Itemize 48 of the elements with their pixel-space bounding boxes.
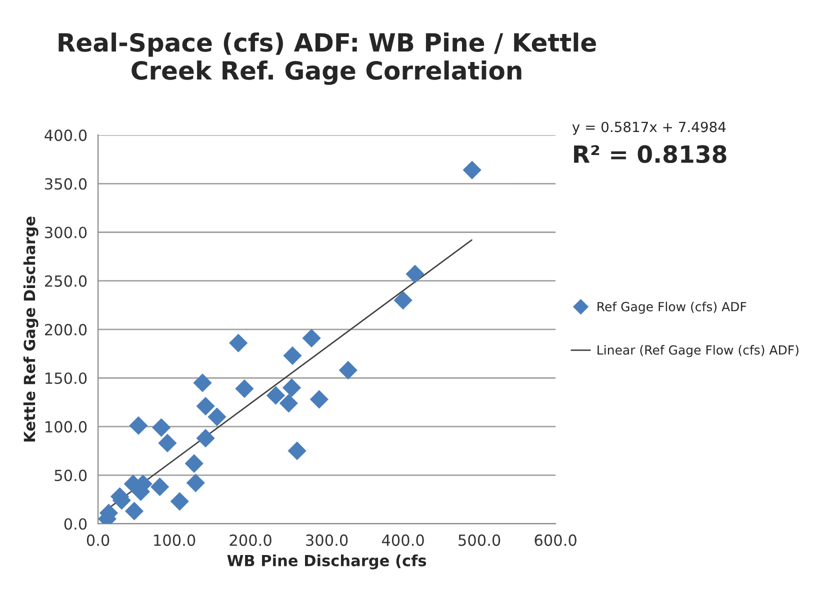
- y-tick-label: 250.0: [45, 275, 87, 287]
- x-tick-label: 0.0: [86, 534, 110, 546]
- point: [310, 390, 328, 409]
- point: [158, 434, 177, 452]
- point: [283, 346, 302, 365]
- point: [462, 160, 482, 180]
- y-tick-label: 50.0: [54, 470, 87, 482]
- x-tick-label: 100.0: [154, 534, 196, 546]
- y-axis-title: Kettle Ref Gage Discharge: [23, 216, 38, 442]
- point: [152, 418, 171, 437]
- point: [196, 428, 215, 448]
- point: [184, 454, 204, 473]
- point: [196, 396, 215, 416]
- point: [186, 474, 205, 492]
- point: [266, 386, 286, 405]
- point: [229, 334, 248, 352]
- point: [338, 360, 358, 380]
- point: [193, 374, 212, 392]
- x-tick-label: 200.0: [230, 534, 272, 546]
- point: [170, 492, 189, 511]
- x-tick-label: 400.0: [382, 534, 424, 546]
- y-tick-label: 100.0: [46, 421, 87, 433]
- point: [208, 408, 226, 426]
- point: [288, 442, 306, 460]
- point: [150, 478, 170, 496]
- text: R² = 0.8138: [574, 145, 726, 164]
- point: [394, 290, 412, 310]
- point: [406, 264, 424, 284]
- y-tick-label: 0.0: [64, 518, 87, 530]
- x-axis-title: WB Pine Discharge (cfs: [227, 554, 426, 570]
- chart-title: Real-Space (cfs) ADF: WB Pine / Kettle Creek Ref. Gage Correlation: [58, 32, 596, 85]
- point: [279, 394, 298, 413]
- text: y = 0.5817x + 7.4984: [572, 122, 726, 135]
- y-tick-label: 200.0: [45, 324, 87, 336]
- x-tick-label: 600.0: [534, 534, 576, 546]
- legend-label: Linear (Ref Gage Flow (cfs) ADF): [598, 345, 798, 358]
- legend-label: Ref Gage Flow (cfs) ADF: [598, 302, 746, 314]
- y-tick-label: 150.0: [46, 372, 87, 384]
- x-tick-label: 300.0: [306, 534, 348, 546]
- x-tick-label: 500.0: [458, 534, 500, 546]
- y-tick-label: 400.0: [44, 130, 87, 142]
- point: [282, 378, 302, 398]
- point: [302, 328, 321, 348]
- point: [124, 502, 144, 520]
- point: [235, 379, 254, 398]
- point: [129, 416, 148, 435]
- y-tick-label: 350.0: [45, 178, 87, 190]
- y-tick-label: 300.0: [45, 226, 87, 238]
